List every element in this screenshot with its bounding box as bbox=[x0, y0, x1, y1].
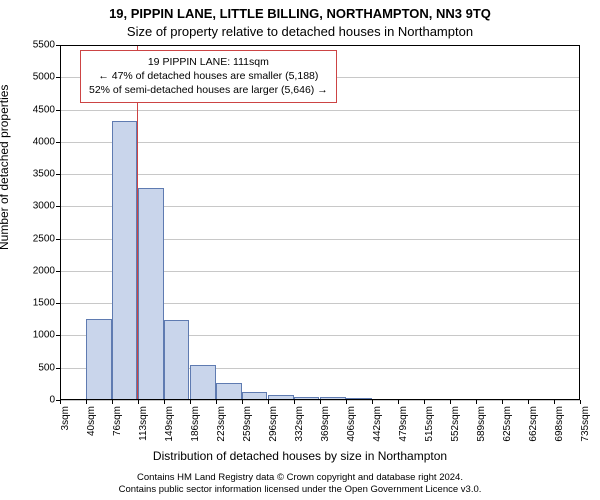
x-tick-label: 113sqm bbox=[138, 406, 149, 456]
histogram-bar bbox=[346, 398, 372, 400]
x-tick-mark bbox=[164, 400, 165, 404]
x-tick-mark bbox=[86, 400, 87, 404]
annotation-box: 19 PIPPIN LANE: 111sqm← 47% of detached … bbox=[80, 50, 337, 103]
y-tick-mark bbox=[56, 77, 60, 78]
y-tick-label: 4500 bbox=[0, 104, 55, 115]
histogram-bar bbox=[242, 392, 268, 400]
x-tick-label: 442sqm bbox=[372, 406, 383, 456]
y-tick-mark bbox=[56, 45, 60, 46]
x-tick-label: 698sqm bbox=[554, 406, 565, 456]
chart-title-line1: 19, PIPPIN LANE, LITTLE BILLING, NORTHAM… bbox=[0, 6, 600, 21]
y-tick-mark bbox=[56, 303, 60, 304]
histogram-bar bbox=[294, 397, 320, 400]
y-tick-label: 4000 bbox=[0, 136, 55, 147]
y-tick-label: 3000 bbox=[0, 201, 55, 212]
x-tick-mark bbox=[346, 400, 347, 404]
y-tick-label: 2500 bbox=[0, 233, 55, 244]
x-tick-mark bbox=[450, 400, 451, 404]
x-tick-mark bbox=[372, 400, 373, 404]
y-tick-mark bbox=[56, 206, 60, 207]
x-tick-label: 369sqm bbox=[320, 406, 331, 456]
y-tick-mark bbox=[56, 271, 60, 272]
x-tick-mark bbox=[60, 400, 61, 404]
x-tick-mark bbox=[476, 400, 477, 404]
y-tick-label: 5000 bbox=[0, 72, 55, 83]
footer-attribution: Contains HM Land Registry data © Crown c… bbox=[0, 472, 600, 496]
x-tick-label: 76sqm bbox=[112, 406, 123, 456]
histogram-bar bbox=[164, 320, 190, 400]
chart-title-line2: Size of property relative to detached ho… bbox=[0, 24, 600, 39]
x-tick-mark bbox=[216, 400, 217, 404]
x-tick-mark bbox=[580, 400, 581, 404]
histogram-bar bbox=[190, 365, 216, 401]
histogram-bar bbox=[112, 121, 138, 400]
y-tick-label: 2000 bbox=[0, 265, 55, 276]
x-tick-label: 625sqm bbox=[502, 406, 513, 456]
annotation-line: 52% of semi-detached houses are larger (… bbox=[89, 83, 328, 97]
footer-line1: Contains HM Land Registry data © Crown c… bbox=[0, 472, 600, 484]
x-tick-label: 479sqm bbox=[398, 406, 409, 456]
grid-line bbox=[60, 142, 580, 143]
y-tick-mark bbox=[56, 110, 60, 111]
y-tick-label: 5500 bbox=[0, 40, 55, 51]
y-tick-label: 3500 bbox=[0, 169, 55, 180]
x-tick-label: 40sqm bbox=[86, 406, 97, 456]
grid-line bbox=[60, 110, 580, 111]
x-tick-label: 259sqm bbox=[242, 406, 253, 456]
y-tick-label: 0 bbox=[0, 395, 55, 406]
x-tick-label: 515sqm bbox=[424, 406, 435, 456]
x-tick-label: 149sqm bbox=[164, 406, 175, 456]
x-tick-label: 406sqm bbox=[346, 406, 357, 456]
x-tick-mark bbox=[112, 400, 113, 404]
histogram-bar bbox=[138, 188, 164, 400]
y-tick-mark bbox=[56, 174, 60, 175]
y-tick-label: 1000 bbox=[0, 330, 55, 341]
histogram-bar bbox=[86, 319, 112, 400]
x-tick-mark bbox=[320, 400, 321, 404]
x-tick-label: 3sqm bbox=[60, 406, 71, 456]
histogram-bar bbox=[216, 383, 242, 400]
annotation-line: 19 PIPPIN LANE: 111sqm bbox=[89, 55, 328, 69]
x-tick-label: 662sqm bbox=[528, 406, 539, 456]
x-tick-mark bbox=[190, 400, 191, 404]
x-tick-mark bbox=[424, 400, 425, 404]
x-tick-mark bbox=[268, 400, 269, 404]
x-tick-label: 223sqm bbox=[216, 406, 227, 456]
x-tick-mark bbox=[398, 400, 399, 404]
y-tick-label: 500 bbox=[0, 362, 55, 373]
x-tick-label: 332sqm bbox=[294, 406, 305, 456]
y-tick-label: 1500 bbox=[0, 298, 55, 309]
histogram-bar bbox=[320, 397, 346, 400]
y-tick-mark bbox=[56, 239, 60, 240]
histogram-bar bbox=[268, 395, 294, 400]
y-tick-mark bbox=[56, 142, 60, 143]
x-tick-mark bbox=[242, 400, 243, 404]
y-tick-mark bbox=[56, 335, 60, 336]
grid-line bbox=[60, 174, 580, 175]
x-tick-mark bbox=[138, 400, 139, 404]
grid-line bbox=[60, 45, 580, 46]
x-tick-label: 186sqm bbox=[190, 406, 201, 456]
x-tick-label: 589sqm bbox=[476, 406, 487, 456]
x-tick-mark bbox=[502, 400, 503, 404]
annotation-line: ← 47% of detached houses are smaller (5,… bbox=[89, 69, 328, 83]
x-tick-label: 552sqm bbox=[450, 406, 461, 456]
x-tick-mark bbox=[554, 400, 555, 404]
x-tick-label: 296sqm bbox=[268, 406, 279, 456]
x-tick-mark bbox=[294, 400, 295, 404]
y-tick-mark bbox=[56, 368, 60, 369]
chart-container: 19, PIPPIN LANE, LITTLE BILLING, NORTHAM… bbox=[0, 0, 600, 500]
x-tick-mark bbox=[528, 400, 529, 404]
x-tick-label: 735sqm bbox=[580, 406, 591, 456]
footer-line2: Contains public sector information licen… bbox=[0, 484, 600, 496]
